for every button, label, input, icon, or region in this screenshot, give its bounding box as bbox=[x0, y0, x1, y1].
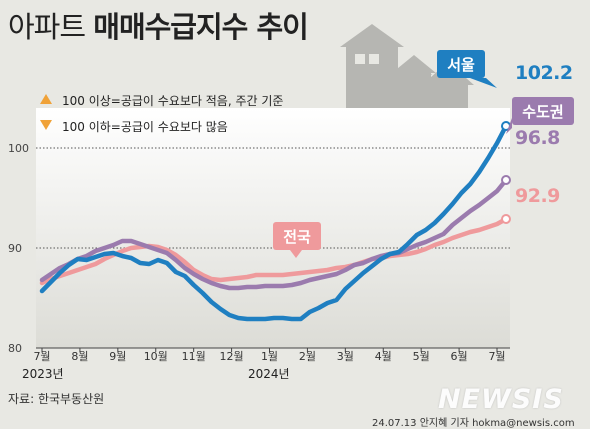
legend-above-text: 100 이상=공급이 수요보다 적음, 주간 기준 bbox=[62, 94, 284, 108]
callout-box-capital bbox=[512, 97, 574, 125]
end-value-national: 92.9 bbox=[515, 185, 560, 207]
newsis-watermark: NEWSIS bbox=[438, 384, 564, 415]
end-value-seoul: 102.2 bbox=[515, 62, 573, 84]
callout-label-seoul: 서울 bbox=[447, 56, 475, 74]
houses-icon bbox=[340, 24, 474, 110]
page-title: 아파트 매매수급지수 추이 bbox=[8, 4, 309, 46]
x-tick-label-5: 12월 bbox=[220, 350, 244, 363]
x-tick-label-0: 7월 bbox=[33, 350, 50, 363]
title-light: 아파트 bbox=[8, 10, 86, 44]
year-label-2024: 2024년 bbox=[248, 367, 290, 381]
callout-box-seoul bbox=[437, 50, 485, 78]
year-label-2023: 2023년 bbox=[22, 367, 64, 381]
legend-below-text: 100 이하=공급이 수요보다 많음 bbox=[62, 120, 228, 134]
x-tick-label-6: 1월 bbox=[261, 350, 278, 363]
y-tick-label-100: 100 bbox=[8, 142, 29, 155]
down-triangle-icon bbox=[40, 120, 52, 130]
x-tick-label-2: 9월 bbox=[109, 350, 126, 363]
callout-pointer-seoul bbox=[470, 78, 497, 88]
x-tick-label-11: 6월 bbox=[451, 350, 468, 363]
x-tick-label-3: 10월 bbox=[144, 350, 168, 363]
up-triangle-icon bbox=[40, 94, 52, 104]
source-note: 자료: 한국부동산원 bbox=[8, 392, 105, 406]
end-point-national bbox=[501, 214, 511, 224]
callout-pointer-national bbox=[290, 250, 302, 258]
callout-box-national bbox=[273, 222, 321, 250]
gridlines bbox=[36, 147, 510, 349]
series-line-national bbox=[39, 216, 509, 286]
series-line-capital bbox=[39, 177, 509, 291]
y-axis: 80 90 100 bbox=[8, 142, 29, 355]
x-axis: 7월 8월 9월 10월 11월 12월 1월 2월 3월 4월 5월 6월 7월 2023년 2024년 bbox=[22, 348, 506, 381]
y-tick-label-90: 90 bbox=[8, 242, 22, 255]
x-tick-label-1: 8월 bbox=[71, 350, 88, 363]
callout-label-national: 전국 bbox=[283, 228, 311, 246]
legend-item-below: 100 이하=공급이 수요보다 많음 bbox=[40, 118, 228, 135]
x-tick-label-7: 2월 bbox=[299, 350, 316, 363]
x-tick-label-4: 11월 bbox=[182, 350, 206, 363]
callout-label-capital: 수도권 bbox=[522, 103, 563, 121]
y-tick-label-80: 80 bbox=[8, 342, 22, 355]
callout-pointer-capital bbox=[506, 118, 512, 134]
x-tick-label-12: 7월 bbox=[488, 350, 505, 363]
x-tick-label-8: 3월 bbox=[337, 350, 354, 363]
x-tick-label-9: 4월 bbox=[375, 350, 392, 363]
title-bold: 매매수급지수 추이 bbox=[93, 10, 309, 44]
end-value-capital: 96.8 bbox=[515, 127, 560, 149]
legend-item-above: 100 이상=공급이 수요보다 적음, 주간 기준 bbox=[40, 92, 283, 109]
series-line-seoul bbox=[39, 123, 509, 322]
credit-line: 24.07.13 안지혜 기자 hokma@newsis.com bbox=[372, 418, 575, 429]
x-tick-label-10: 5월 bbox=[413, 350, 430, 363]
series-lines bbox=[39, 121, 511, 322]
end-point-capital bbox=[501, 175, 511, 185]
